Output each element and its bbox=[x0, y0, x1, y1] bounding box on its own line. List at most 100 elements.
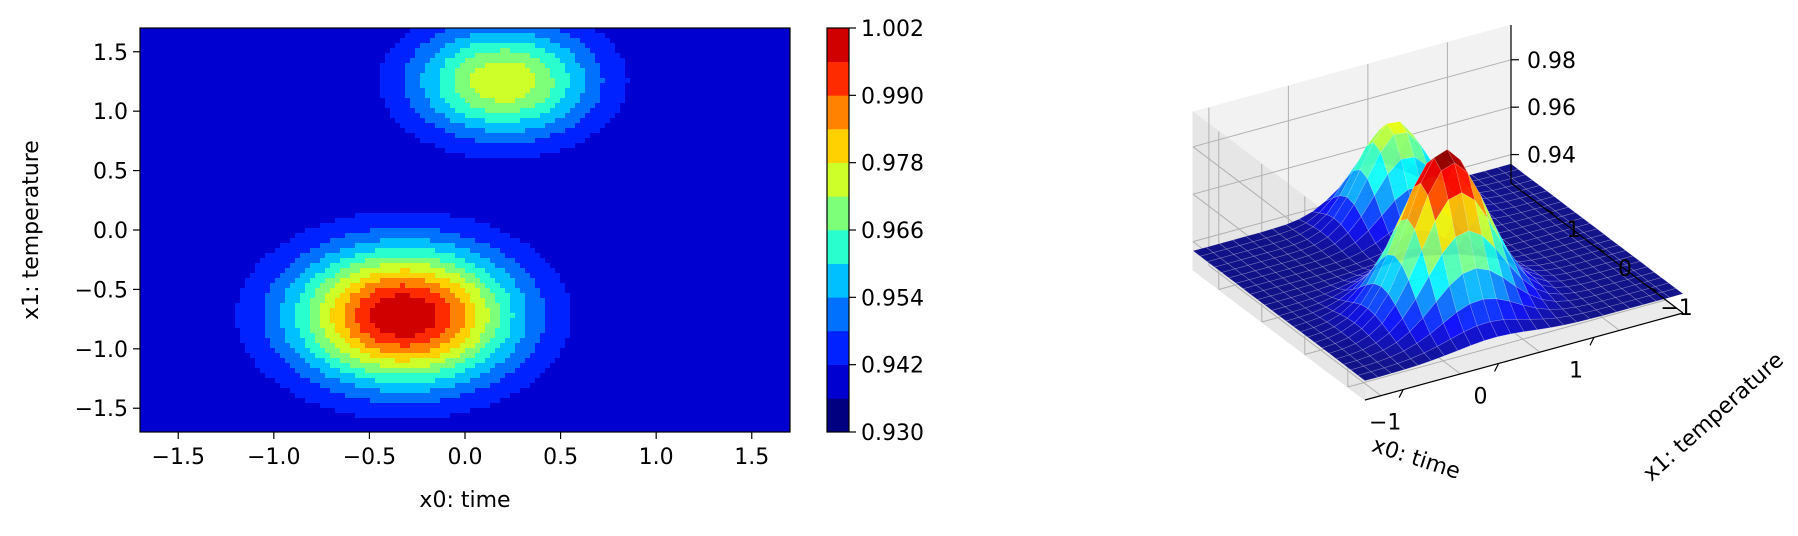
contour-cell bbox=[500, 53, 506, 59]
contour-cell bbox=[245, 188, 251, 194]
contour-cell bbox=[320, 158, 326, 164]
contour-cell bbox=[570, 103, 576, 109]
contour-cell bbox=[345, 218, 351, 224]
contour-cell bbox=[245, 198, 251, 204]
contour-cell bbox=[215, 128, 221, 134]
contour-cell bbox=[170, 158, 176, 164]
contour-cell bbox=[265, 208, 271, 214]
contour-cell bbox=[185, 198, 191, 204]
contour-cell bbox=[735, 68, 741, 74]
contour-cell bbox=[555, 98, 561, 104]
contour-cell bbox=[770, 128, 776, 134]
contour-cell bbox=[200, 58, 206, 64]
contour-cell bbox=[210, 133, 216, 139]
contour-cell bbox=[515, 58, 521, 64]
contour-cell bbox=[180, 113, 186, 119]
contour-cell bbox=[605, 213, 611, 219]
contour-cell bbox=[425, 83, 431, 89]
contour-cell bbox=[430, 68, 436, 74]
contour-cell bbox=[560, 58, 566, 64]
contour-cell bbox=[360, 48, 366, 54]
contour-cell bbox=[465, 213, 471, 219]
contour-cell bbox=[440, 103, 446, 109]
contour-cell bbox=[720, 48, 726, 54]
contour-cell bbox=[275, 73, 281, 79]
contour-cell bbox=[710, 158, 716, 164]
contour-cell bbox=[325, 108, 331, 114]
contour-cell bbox=[680, 213, 686, 219]
contour-cell bbox=[615, 138, 621, 144]
contour-cell bbox=[660, 48, 666, 54]
contour-cell bbox=[300, 213, 306, 219]
contour-cell bbox=[440, 98, 446, 104]
contour-cell bbox=[625, 138, 631, 144]
contour-cell bbox=[425, 48, 431, 54]
contour-cell bbox=[185, 93, 191, 99]
contour-cell bbox=[630, 133, 636, 139]
contour-cell bbox=[690, 33, 696, 39]
contour-cell bbox=[740, 113, 746, 119]
contour-cell bbox=[535, 213, 541, 219]
contour-cell bbox=[720, 98, 726, 104]
contour-cell bbox=[530, 33, 536, 39]
contour-cell bbox=[490, 168, 496, 174]
contour-cell bbox=[740, 93, 746, 99]
contour-cell bbox=[415, 53, 421, 59]
contour-cell bbox=[550, 88, 556, 94]
contour-cell bbox=[600, 118, 606, 124]
contour-cell bbox=[645, 193, 651, 199]
contour-cell bbox=[195, 28, 201, 34]
contour-cell bbox=[760, 213, 766, 219]
contour-cell bbox=[325, 103, 331, 109]
contour-cell bbox=[395, 178, 401, 184]
contour-cell bbox=[420, 203, 426, 209]
contour-cell bbox=[510, 138, 516, 144]
contour-cell bbox=[735, 188, 741, 194]
contour-cell bbox=[305, 88, 311, 94]
contour-cell bbox=[285, 73, 291, 79]
contour-cell bbox=[270, 208, 276, 214]
contour-cell bbox=[485, 188, 491, 194]
contour-cell bbox=[400, 83, 406, 89]
contour-cell bbox=[595, 168, 601, 174]
contour-cell bbox=[675, 133, 681, 139]
contour-cell bbox=[245, 153, 251, 159]
contour-cell bbox=[365, 28, 371, 34]
contour-cell bbox=[410, 188, 416, 194]
contour-cell bbox=[475, 153, 481, 159]
contour-cell bbox=[275, 83, 281, 89]
contour-cell bbox=[570, 163, 576, 169]
contour-cell bbox=[495, 58, 501, 64]
contour-cell bbox=[140, 128, 146, 134]
contour-cell bbox=[625, 193, 631, 199]
contour-cell bbox=[510, 128, 516, 134]
contour-cell bbox=[600, 128, 606, 134]
contour-cell bbox=[540, 128, 546, 134]
contour-cell bbox=[690, 83, 696, 89]
contour-cell bbox=[320, 218, 326, 224]
contour-cell bbox=[255, 143, 261, 149]
contour-cell bbox=[515, 143, 521, 149]
contour-cell bbox=[155, 108, 161, 114]
contour-cell bbox=[760, 178, 766, 184]
contour-cell bbox=[475, 58, 481, 64]
contour-cell bbox=[325, 163, 331, 169]
contour-cell bbox=[490, 53, 496, 59]
contour-cell bbox=[625, 113, 631, 119]
contour-cell bbox=[215, 143, 221, 149]
contour-cell bbox=[485, 53, 491, 59]
contour-cell bbox=[725, 43, 731, 49]
contour-cell bbox=[235, 63, 241, 69]
contour-cell bbox=[665, 168, 671, 174]
contour-cell bbox=[275, 63, 281, 69]
contour-cell bbox=[410, 218, 416, 224]
contour-cell bbox=[290, 173, 296, 179]
contour-cell bbox=[760, 148, 766, 154]
contour-cell bbox=[275, 58, 281, 64]
contour-cell bbox=[455, 128, 461, 134]
contour-cell bbox=[175, 133, 181, 139]
contour-cell bbox=[525, 68, 531, 74]
contour-cell bbox=[740, 133, 746, 139]
contour-cell bbox=[640, 118, 646, 124]
contour-cell bbox=[250, 198, 256, 204]
